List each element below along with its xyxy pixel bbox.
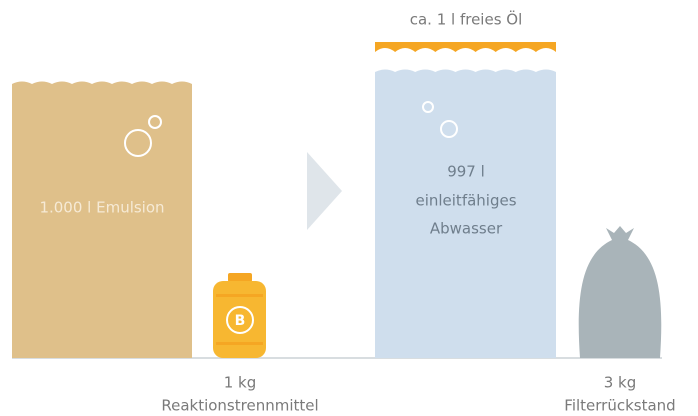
- residue-name: Filterrückstand: [564, 397, 675, 415]
- bubble: [440, 120, 458, 138]
- sack: [578, 226, 662, 358]
- oil-layer: [375, 42, 556, 52]
- bubble: [148, 115, 162, 129]
- agent-name: Reaktionstrennmittel: [161, 397, 318, 415]
- water-label: Abwasser: [430, 220, 503, 238]
- residue-amount: 3 kg: [604, 374, 637, 392]
- bubble: [124, 129, 152, 157]
- oil-label: ca. 1 l freies Öl: [410, 10, 523, 29]
- arrow: [307, 152, 342, 230]
- emulsion-label: 1.000 l Emulsion: [39, 199, 164, 217]
- water-tank: [375, 69, 556, 358]
- canister: [213, 273, 266, 358]
- bubble: [422, 101, 434, 113]
- water-label: einleitfähiges: [415, 192, 516, 210]
- agent-amount: 1 kg: [224, 374, 257, 392]
- emulsion-tank: [12, 81, 192, 358]
- water-label: 997 l: [447, 163, 485, 181]
- canister-letter: B: [235, 313, 246, 329]
